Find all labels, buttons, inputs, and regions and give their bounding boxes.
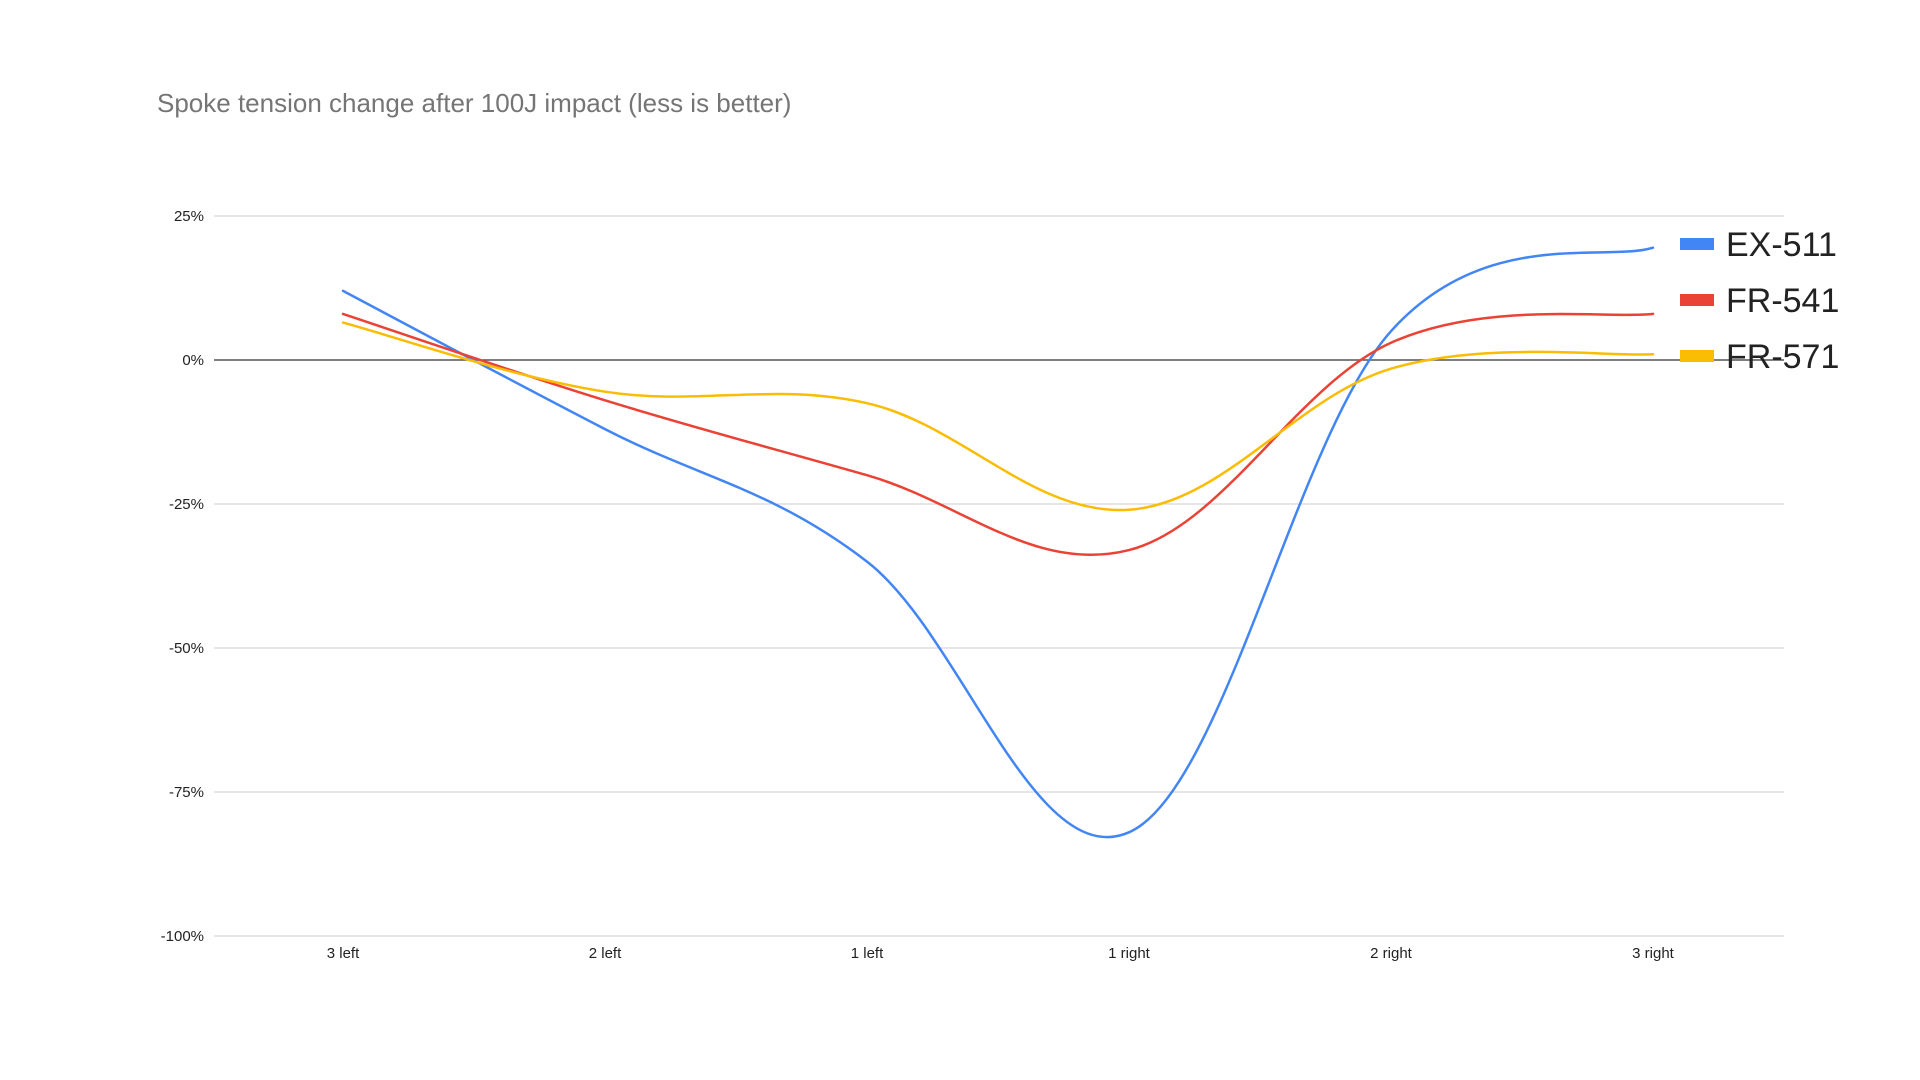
series-line-ex-511 [341, 246, 1655, 839]
x-tick-label: 1 right [1108, 945, 1151, 962]
y-tick-label: -50% [169, 640, 204, 657]
gridlines [214, 215, 1784, 937]
legend-label: FR-571 [1726, 338, 1839, 376]
y-tick-label: -75% [169, 784, 204, 801]
y-tick-label: 25% [174, 208, 204, 225]
x-tick-label: 3 left [327, 945, 360, 962]
y-tick-label: 0% [182, 352, 204, 369]
x-tick-label: 2 left [589, 945, 622, 962]
x-tick-label: 2 right [1370, 945, 1413, 962]
series-line-fr-571 [341, 321, 1655, 512]
x-tick-label: 1 left [851, 945, 884, 962]
y-tick-label: -100% [161, 928, 204, 945]
series-line-fr-541 [341, 312, 1655, 556]
legend-swatch [1680, 350, 1714, 362]
legend-label: FR-541 [1726, 282, 1839, 320]
legend-swatch [1680, 294, 1714, 306]
legend-label: EX-511 [1726, 226, 1837, 264]
legend-swatch [1680, 238, 1714, 250]
x-tick-label: 3 right [1632, 945, 1675, 962]
y-tick-label: -25% [169, 496, 204, 513]
chart-title: Spoke tension change after 100J impact (… [157, 88, 792, 118]
